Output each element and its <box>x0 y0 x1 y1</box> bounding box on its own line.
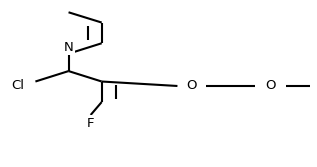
Text: O: O <box>186 79 197 93</box>
Text: Cl: Cl <box>11 79 24 93</box>
Text: F: F <box>87 117 94 130</box>
Text: O: O <box>265 79 276 93</box>
Text: N: N <box>64 41 74 54</box>
